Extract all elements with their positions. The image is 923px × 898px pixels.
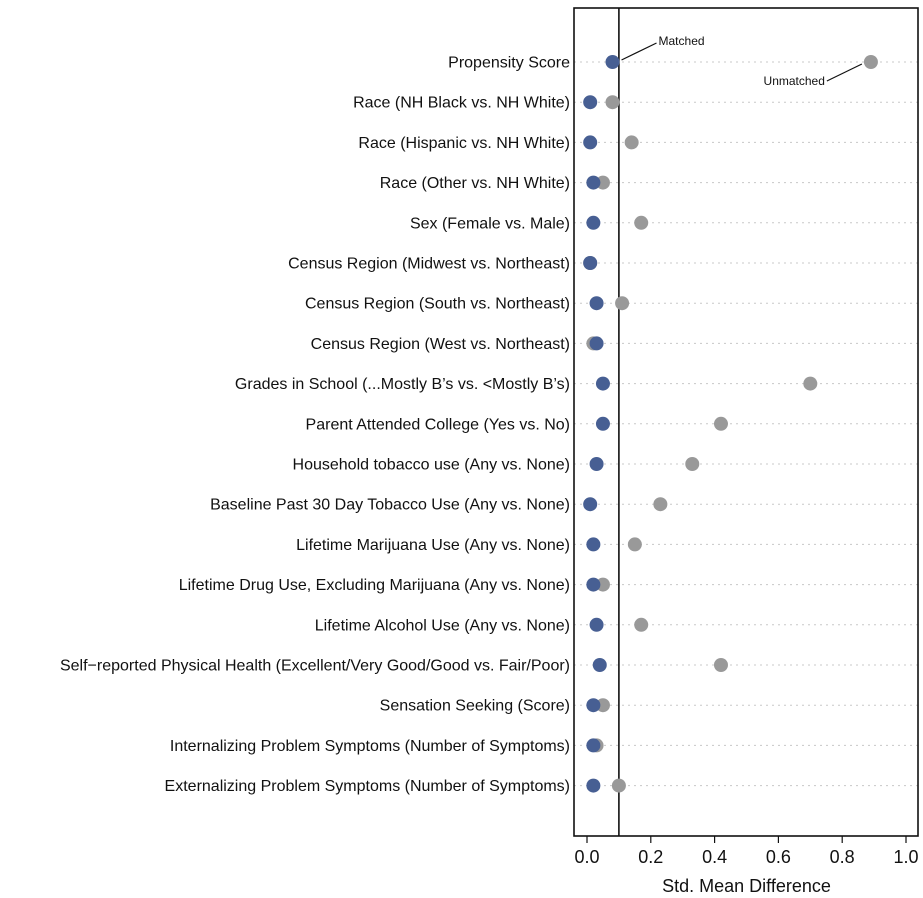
matched-point [586, 698, 601, 713]
matched-point [583, 497, 598, 512]
variable-label: Internalizing Problem Symptoms (Number o… [170, 738, 570, 755]
unmatched-point [634, 617, 649, 632]
variable-label: Externalizing Problem Symptoms (Number o… [165, 778, 570, 795]
variable-label: Propensity Score [448, 55, 570, 72]
unmatched-annotation: Unmatched [764, 74, 825, 88]
matched-point [586, 215, 601, 230]
x-tick-label: 0.0 [574, 847, 599, 867]
matched-point [589, 617, 604, 632]
data-points [583, 55, 878, 793]
x-tick-label: 0.8 [830, 847, 855, 867]
unmatched-callout-line [826, 63, 863, 82]
variable-label: Self−reported Physical Health (Excellent… [60, 658, 570, 675]
matched-point [589, 336, 604, 351]
matched-point [595, 376, 610, 391]
unmatched-point [713, 416, 728, 431]
variable-label: Census Region (Midwest vs. Northeast) [288, 256, 570, 273]
matched-point [586, 175, 601, 190]
variable-label: Sex (Female vs. Male) [410, 215, 570, 232]
x-tick-label: 0.6 [766, 847, 791, 867]
matched-point [586, 738, 601, 753]
unmatched-point [713, 658, 728, 672]
x-axis-ticks: 0.0 0.2 0.4 0.6 0.8 1.0 [574, 836, 919, 867]
unmatched-point [863, 55, 878, 69]
matched-point [583, 135, 598, 150]
matched-point [586, 577, 601, 592]
series-annotations: Matched Unmatched [621, 34, 863, 88]
x-tick-label: 1.0 [893, 847, 918, 867]
row-guides [574, 61, 918, 787]
matched-point [589, 457, 604, 471]
variable-label: Race (Other vs. NH White) [380, 175, 570, 192]
variable-label: Lifetime Alcohol Use (Any vs. None) [315, 617, 570, 634]
matched-point [586, 778, 601, 793]
variable-label: Census Region (South vs. Northeast) [305, 296, 570, 313]
variable-label: Lifetime Marijuana Use (Any vs. None) [296, 537, 570, 554]
variable-label: Race (Hispanic vs. NH White) [358, 135, 570, 152]
variable-label: Grades in School (...Mostly B’s vs. <Mos… [235, 376, 570, 393]
unmatched-point [595, 175, 610, 190]
unmatched-point [634, 215, 649, 230]
unmatched-point [803, 376, 818, 391]
unmatched-point [615, 296, 630, 311]
matched-point [583, 256, 598, 270]
x-tick-label: 0.2 [638, 847, 663, 867]
unmatched-point [595, 698, 610, 713]
matched-point [592, 658, 607, 672]
variable-label: Sensation Seeking (Score) [380, 698, 570, 715]
plot-frame [573, 7, 919, 837]
unmatched-point [624, 135, 639, 150]
unmatched-point [685, 457, 700, 471]
variable-label: Baseline Past 30 Day Tobacco Use (Any vs… [210, 497, 570, 514]
x-axis-title: Std. Mean Difference [662, 876, 831, 896]
x-tick-label: 0.4 [702, 847, 727, 867]
variable-label: Race (NH Black vs. NH White) [353, 95, 570, 112]
matched-point [586, 537, 601, 552]
matched-annotation: Matched [659, 34, 705, 48]
unmatched-point [627, 537, 642, 552]
matched-point [595, 416, 610, 431]
unmatched-point [653, 497, 668, 512]
matched-point [605, 55, 620, 69]
variable-labels: Propensity Score Race (NH Black vs. NH Wh… [60, 55, 570, 796]
variable-label: Household tobacco use (Any vs. None) [293, 457, 570, 474]
variable-label: Parent Attended College (Yes vs. No) [306, 416, 570, 433]
unmatched-point [611, 778, 626, 793]
unmatched-point [605, 95, 620, 110]
variable-label: Lifetime Drug Use, Excluding Marijuana (… [179, 577, 570, 594]
matched-point [583, 95, 598, 110]
unmatched-point [595, 577, 610, 592]
variable-label: Census Region (West vs. Northeast) [311, 336, 570, 353]
matched-callout-line [621, 42, 657, 61]
matched-point [589, 296, 604, 311]
